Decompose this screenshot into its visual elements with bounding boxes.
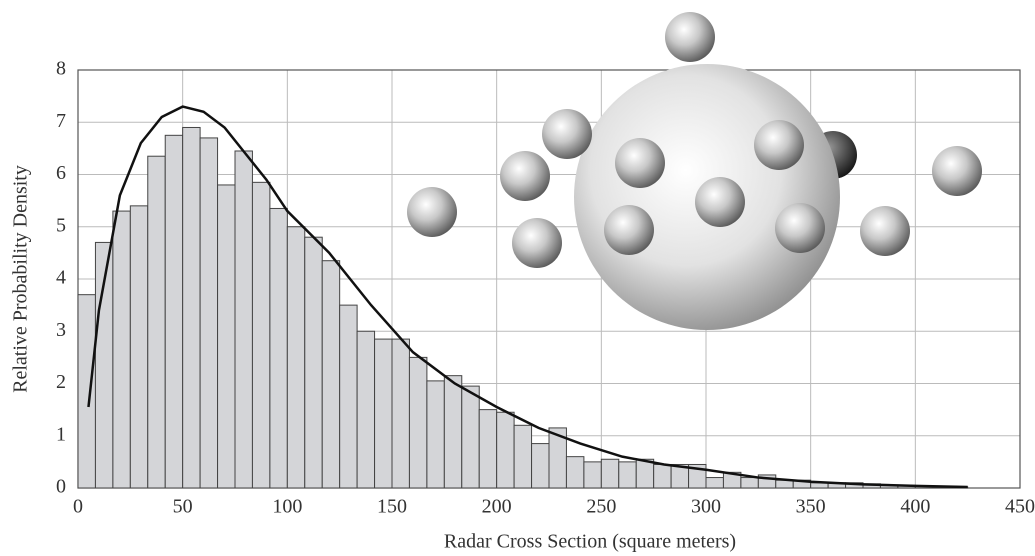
x-tick-label: 400 bbox=[900, 496, 930, 518]
y-tick-label: 8 bbox=[56, 58, 66, 80]
bar bbox=[426, 380, 445, 489]
bar bbox=[408, 356, 428, 489]
sphere bbox=[615, 138, 665, 188]
bar bbox=[531, 443, 550, 489]
bar bbox=[129, 205, 149, 489]
bar bbox=[513, 424, 533, 489]
bar bbox=[583, 461, 602, 489]
bar bbox=[356, 330, 376, 489]
sphere bbox=[695, 177, 745, 227]
sphere-illustration bbox=[407, 12, 982, 330]
bar bbox=[653, 463, 672, 489]
bar bbox=[600, 458, 620, 489]
x-tick-label: 0 bbox=[73, 496, 83, 518]
y-tick-label: 0 bbox=[56, 476, 66, 498]
bar bbox=[147, 155, 166, 489]
bar bbox=[199, 137, 219, 489]
bar bbox=[478, 409, 498, 489]
bar bbox=[443, 375, 463, 489]
bar bbox=[182, 126, 201, 489]
y-tick-label: 2 bbox=[56, 371, 66, 393]
sphere bbox=[500, 151, 550, 201]
bar bbox=[339, 304, 358, 489]
sphere bbox=[407, 187, 457, 237]
y-axis-label: Relative Probability Density bbox=[10, 165, 32, 393]
density-curve bbox=[87, 105, 968, 489]
bar bbox=[635, 458, 655, 489]
sphere bbox=[542, 109, 592, 159]
x-tick-label: 450 bbox=[1005, 496, 1035, 518]
sphere bbox=[604, 205, 654, 255]
bar bbox=[565, 456, 585, 489]
y-tick-label: 1 bbox=[56, 423, 66, 445]
bar bbox=[304, 236, 323, 489]
x-axis-label: Radar Cross Section (square meters) bbox=[444, 531, 736, 553]
sphere bbox=[754, 120, 804, 170]
y-tick-label: 7 bbox=[56, 110, 66, 132]
bar bbox=[461, 385, 480, 489]
bar bbox=[618, 461, 637, 489]
x-tick-label: 50 bbox=[173, 496, 193, 518]
bar bbox=[234, 150, 253, 489]
bar bbox=[164, 134, 184, 489]
bar bbox=[374, 338, 393, 489]
x-tick-label: 350 bbox=[796, 496, 826, 518]
bar bbox=[112, 210, 131, 489]
sphere bbox=[860, 206, 910, 256]
bar bbox=[740, 477, 759, 489]
x-tick-label: 150 bbox=[377, 496, 407, 518]
sphere bbox=[775, 203, 825, 253]
bar bbox=[321, 260, 341, 489]
x-tick-label: 250 bbox=[586, 496, 616, 518]
x-tick-label: 100 bbox=[272, 496, 302, 518]
y-tick-label: 3 bbox=[56, 319, 66, 341]
sphere bbox=[665, 12, 715, 62]
sphere bbox=[512, 218, 562, 268]
plot-area: 0 1 2 3 4 5 6 7 8 0 50 100 150 200 250 300 350 400 450 bbox=[56, 58, 1035, 518]
y-tick-label: 5 bbox=[56, 214, 66, 236]
bar bbox=[77, 294, 96, 489]
bar bbox=[705, 477, 724, 489]
y-tick-label: 6 bbox=[56, 162, 66, 184]
y-tick-label: 4 bbox=[56, 267, 66, 289]
bar bbox=[269, 207, 288, 489]
bar bbox=[217, 184, 236, 489]
bar bbox=[496, 411, 515, 489]
x-tick-label: 300 bbox=[691, 496, 721, 518]
bar bbox=[286, 226, 306, 489]
bar bbox=[251, 181, 271, 489]
sphere bbox=[932, 146, 982, 196]
x-tick-label: 200 bbox=[482, 496, 512, 518]
bar bbox=[391, 338, 410, 489]
